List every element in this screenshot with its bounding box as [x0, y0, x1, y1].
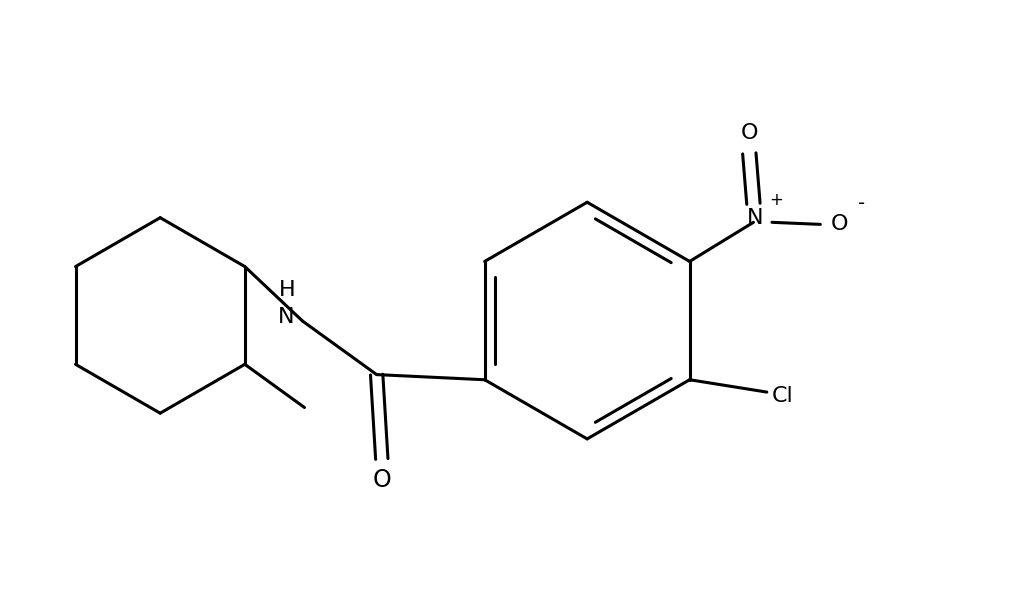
- Text: -: -: [857, 194, 864, 213]
- Text: O: O: [829, 214, 847, 235]
- Text: N: N: [277, 307, 294, 327]
- Text: O: O: [740, 123, 757, 143]
- Text: O: O: [372, 467, 391, 491]
- Text: Cl: Cl: [771, 386, 793, 406]
- Text: +: +: [768, 191, 783, 209]
- Text: N: N: [747, 208, 763, 228]
- Text: H: H: [278, 280, 296, 300]
